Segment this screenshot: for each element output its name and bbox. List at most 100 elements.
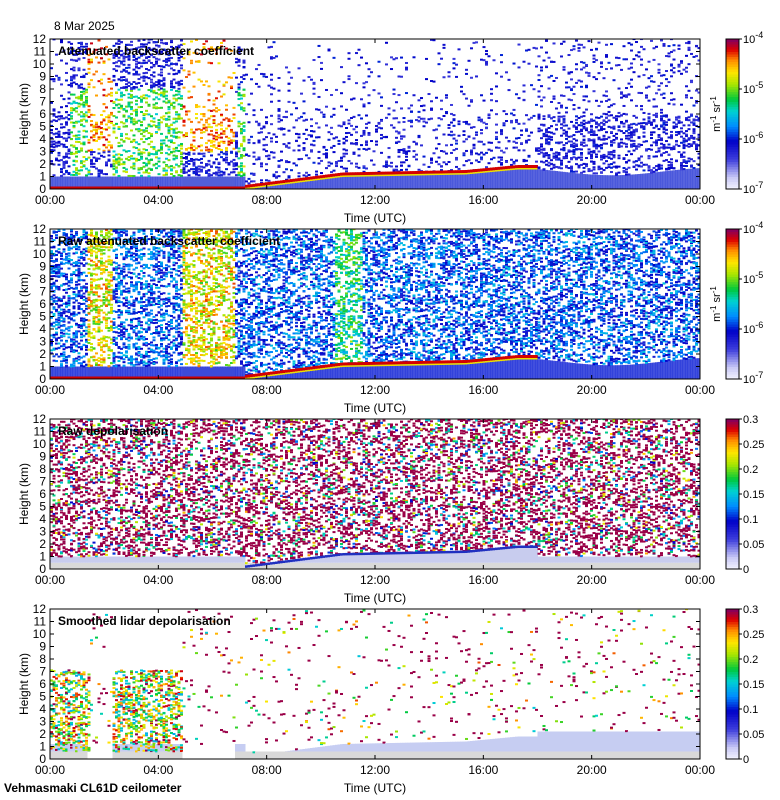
x-tick-label: 12:00 (360, 573, 390, 587)
y-tick-label: 11 (34, 425, 47, 439)
y-tick-label: 6 (39, 297, 46, 311)
y-tick-label: 4 (39, 702, 46, 716)
y-tick-label: 6 (39, 107, 46, 121)
colorbar-tick-label: 0.15 (743, 679, 764, 691)
x-tick-label: 16:00 (468, 573, 498, 587)
y-tick-label: 5 (39, 690, 46, 704)
panel-title: Smoothed lidar depolarisation (58, 614, 231, 628)
x-tick-label: 08:00 (252, 383, 282, 397)
x-tick-label: 12:00 (360, 763, 390, 777)
colorbar-tick-label: 10-4 (743, 220, 763, 236)
colorbar-tick-label: 0.05 (743, 539, 764, 551)
panel-1: Attenuated backscatter coefficient012345… (17, 30, 763, 225)
y-axis-label: Height (km) (17, 83, 31, 145)
colorbar: 10-7 10-6 10-5 10-4 m-1 sr-1 (707, 30, 763, 196)
colorbar-tick-label: 10-4 (743, 30, 763, 46)
x-tick-label: 16:00 (468, 193, 498, 207)
colorbar-unit-label: m-1 sr-1 (707, 96, 723, 132)
panel-2: Raw attenuated backscatter coefficient01… (17, 220, 763, 415)
y-tick-label: 6 (39, 677, 46, 691)
y-tick-label: 7 (39, 95, 46, 109)
x-tick-label: 12:00 (360, 383, 390, 397)
y-tick-label: 12 (33, 32, 47, 46)
y-tick-label: 9 (39, 70, 46, 84)
colorbar-tick-label: 0.15 (743, 489, 764, 501)
colorbar-tick-label: 10-7 (743, 370, 763, 386)
y-tick-label: 3 (39, 525, 46, 539)
x-tick-label: 20:00 (577, 193, 607, 207)
panel-title: Raw depolarisation (58, 424, 168, 438)
y-tick-label: 7 (39, 285, 46, 299)
y-tick-label: 5 (39, 310, 46, 324)
colorbar-tick-label: 0.2 (743, 654, 758, 666)
y-tick-label: 10 (33, 627, 47, 641)
y-tick-label: 1 (39, 360, 46, 374)
colorbar-tick-label: 0.3 (743, 414, 758, 426)
x-tick-label: 08:00 (252, 193, 282, 207)
y-tick-label: 8 (39, 272, 46, 286)
x-tick-label: 12:00 (360, 193, 390, 207)
y-tick-label: 0 (39, 752, 46, 766)
y-tick-label: 12 (33, 222, 47, 236)
colorbar-tick-label: 0.1 (743, 704, 758, 716)
y-tick-label: 8 (39, 462, 46, 476)
y-tick-label: 0 (39, 562, 46, 576)
y-tick-label: 0 (39, 372, 46, 386)
x-tick-label: 04:00 (143, 573, 173, 587)
panel-title: Attenuated backscatter coefficient (58, 44, 254, 58)
y-tick-label: 9 (39, 260, 46, 274)
colorbar-tick-label: 10-6 (743, 320, 763, 336)
y-tick-label: 1 (39, 740, 46, 754)
y-tick-label: 11 (34, 615, 47, 629)
colorbar-tick-label: 0.25 (743, 439, 764, 451)
colorbar-tick-label: 0.3 (743, 604, 758, 616)
y-tick-label: 1 (39, 550, 46, 564)
colorbar: 10-7 10-6 10-5 10-4 m-1 sr-1 (707, 220, 763, 386)
y-tick-label: 2 (39, 537, 46, 551)
date-label: 8 Mar 2025 (54, 19, 115, 33)
colorbar-unit-label: m-1 sr-1 (707, 286, 723, 322)
colorbar-tick-label: 0.05 (743, 729, 764, 741)
y-tick-label: 4 (39, 322, 46, 336)
heatmap-area (50, 39, 700, 189)
y-axis-label: Height (km) (17, 273, 31, 335)
colorbar-tick-label: 10-7 (743, 180, 763, 196)
colorbar-tick-label: 0.1 (743, 514, 758, 526)
y-tick-label: 12 (33, 602, 47, 616)
colorbar-tick-label: 0 (743, 754, 749, 766)
x-tick-label: 20:00 (577, 763, 607, 777)
y-tick-label: 7 (39, 665, 46, 679)
y-tick-label: 1 (39, 170, 46, 184)
x-tick-label: 16:00 (468, 383, 498, 397)
x-tick-label: 04:00 (143, 383, 173, 397)
y-tick-label: 3 (39, 715, 46, 729)
y-tick-label: 4 (39, 132, 46, 146)
y-tick-label: 6 (39, 487, 46, 501)
y-tick-label: 9 (39, 450, 46, 464)
y-tick-label: 3 (39, 335, 46, 349)
x-tick-label: 20:00 (577, 383, 607, 397)
heatmap-area (50, 419, 700, 569)
heatmap-area (50, 229, 700, 379)
y-tick-label: 12 (33, 412, 47, 426)
y-tick-label: 8 (39, 82, 46, 96)
x-tick-label: 04:00 (143, 763, 173, 777)
panel-title: Raw attenuated backscatter coefficient (58, 234, 280, 248)
y-axis-label: Height (km) (17, 653, 31, 715)
x-tick-label: 00:00 (35, 573, 65, 587)
y-tick-label: 2 (39, 347, 46, 361)
x-tick-label: 00:00 (685, 763, 715, 777)
y-tick-label: 2 (39, 157, 46, 171)
y-tick-label: 9 (39, 640, 46, 654)
x-tick-label: 00:00 (685, 383, 715, 397)
x-tick-label: 00:00 (685, 573, 715, 587)
x-tick-label: 16:00 (468, 763, 498, 777)
x-axis-label: Time (UTC) (344, 401, 406, 415)
y-tick-label: 2 (39, 727, 46, 741)
colorbar: 0 0.05 0.1 0.15 0.2 0.25 0.3 (725, 604, 764, 766)
panel-4: Smoothed lidar depolarisation01234567891… (17, 602, 764, 795)
x-axis-label: Time (UTC) (344, 591, 406, 605)
y-tick-label: 10 (33, 247, 47, 261)
y-tick-label: 4 (39, 512, 46, 526)
